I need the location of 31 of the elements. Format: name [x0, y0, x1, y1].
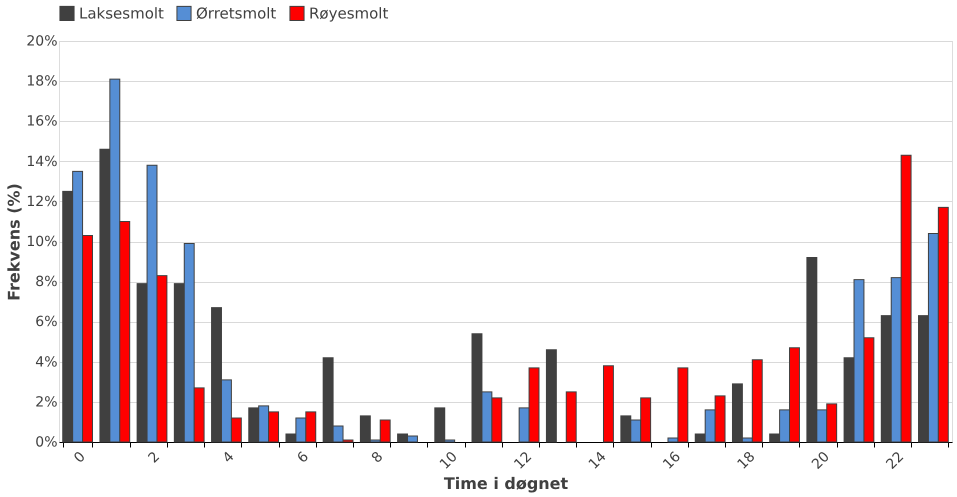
legend-label: Røyesmolt: [309, 4, 388, 22]
x-tick-label: 20: [808, 448, 833, 473]
bar: [546, 349, 557, 442]
x-tick-label: 18: [734, 448, 758, 473]
bar: [602, 365, 614, 442]
y-tick-label: 4%: [35, 354, 58, 370]
y-tick-label: 18%: [26, 74, 58, 90]
y-tick-label: 8%: [35, 274, 58, 290]
y-tick-label: 20%: [26, 34, 58, 50]
x-tick-label: 14: [586, 448, 610, 473]
y-tick-label: 12%: [26, 194, 58, 210]
y-tick-label: 16%: [26, 114, 58, 130]
x-tick-label: 16: [660, 448, 684, 473]
x-axis-title: Time i døgnet: [444, 474, 569, 493]
x-tick-label: 10: [436, 448, 461, 473]
x-tick-label: 22: [883, 448, 908, 473]
y-tick-label: 0%: [35, 434, 58, 450]
y-tick-label: 14%: [26, 154, 58, 170]
legend-label: Laksesmolt: [79, 4, 164, 22]
legend-label: Ørretsmolt: [196, 4, 276, 22]
y-tick-label: 10%: [26, 234, 58, 250]
y-tick-label: 2%: [35, 394, 58, 410]
x-tick-label: 4: [220, 448, 238, 466]
x-tick-label: 8: [368, 448, 386, 466]
y-axis-title: Frekvens (%): [4, 183, 24, 301]
x-tick-label: 0: [71, 448, 89, 466]
bar: [566, 391, 577, 442]
y-tick-label: 6%: [35, 314, 58, 330]
x-tick-label: 6: [294, 448, 312, 466]
x-tick-label: 2: [146, 448, 164, 466]
x-tick-label: 12: [511, 448, 536, 473]
